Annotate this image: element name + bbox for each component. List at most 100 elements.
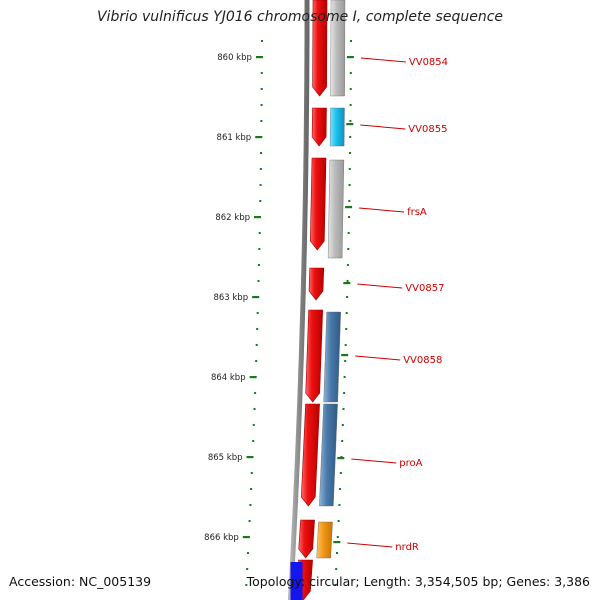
gene-ruler-dot: [339, 488, 342, 490]
cds-arrow: [300, 403, 320, 507]
tick-label: 866 kbp: [204, 533, 239, 543]
ruler-dot: [250, 488, 253, 490]
gene-label: VV0854: [409, 57, 448, 68]
gene-ruler-dot: [348, 216, 350, 218]
ruler-dot: [254, 392, 257, 394]
gene-ruler-dot: [343, 392, 346, 394]
ruler-dot: [259, 184, 262, 186]
gene-ruler-dots: [334, 40, 352, 586]
ruler-dot: [255, 344, 258, 346]
gene-tick: [333, 541, 341, 544]
gene-label: VV0858: [403, 355, 442, 366]
gene-ruler-dot: [341, 424, 344, 426]
ruler-dot: [253, 408, 256, 410]
gene-ruler-dot: [336, 552, 338, 554]
gene-ruler-dot: [350, 40, 352, 42]
cds-arrow: [298, 519, 315, 559]
tick-mark: [255, 56, 263, 59]
gene-ruler-dot: [345, 328, 348, 330]
gene-tick: [345, 206, 353, 209]
gene-block: [330, 0, 346, 97]
chromosome-backbone: [287, 0, 310, 600]
gene-block: [319, 403, 338, 507]
ruler-dot: [260, 152, 262, 154]
tick-label: 860 kbp: [217, 53, 252, 63]
ruler-dot: [247, 552, 249, 554]
gene-block: [323, 311, 341, 403]
tick-label: 863 kbp: [213, 293, 248, 303]
accession-text: Accession: NC_005139: [9, 574, 152, 589]
gene-block: [329, 107, 345, 147]
tick-label: 864 kbp: [211, 373, 246, 383]
label-leaders: [333, 56, 406, 548]
gene-ruler-dot: [349, 136, 352, 138]
summary-text: Topology: circular; Length: 3,354,505 bp…: [246, 574, 590, 589]
cds-arrow: [305, 309, 324, 403]
gene-ruler-dot: [346, 280, 349, 282]
gene-ruler-dot: [344, 360, 347, 362]
label-leader: [355, 355, 401, 361]
tick-label: 861 kbp: [217, 133, 252, 143]
ruler-dot: [260, 120, 263, 122]
ruler-dot: [259, 168, 262, 170]
tick-mark: [242, 536, 250, 539]
label-leader: [360, 124, 406, 130]
gene-ruler-dot: [349, 152, 351, 154]
ruler-dot: [245, 584, 248, 586]
gene-ruler-dot: [336, 536, 339, 538]
gene-label: nrdR: [395, 542, 419, 553]
gene-ruler-dot: [337, 520, 340, 522]
ruler-dot: [257, 280, 260, 282]
gene-label: frsA: [407, 207, 427, 218]
gene-tick: [337, 457, 345, 460]
gene-tick: [346, 123, 354, 126]
gene-ruler-dot: [345, 312, 348, 314]
gene-tick: [346, 56, 354, 59]
label-leader: [347, 542, 393, 548]
gene-ruler-dot: [346, 296, 349, 298]
gene-ruler-dot: [343, 376, 346, 378]
map-title: Vibrio vulnificus YJ016 chromosome I, co…: [96, 9, 504, 25]
ruler-dot: [252, 424, 255, 426]
ruler-dot: [255, 360, 258, 362]
gene-ruler-dot: [349, 72, 352, 74]
gene-ruler-dot: [341, 440, 344, 442]
ruler-dot: [248, 520, 251, 522]
gene-ruler-dot: [347, 232, 350, 234]
label-leader: [351, 458, 397, 464]
gene-block: [316, 521, 333, 559]
gene-block: [327, 159, 345, 259]
cds-arrow: [308, 267, 325, 301]
ruler-dot: [256, 328, 259, 330]
gene-ruler-dot: [349, 104, 352, 106]
major-ticks: 860 kbp 861 kbp 862 kbp 863 kbp 864 kbp 865 k…: [204, 53, 263, 543]
cds-arrow: [312, 0, 328, 97]
gene-label: VV0857: [405, 283, 444, 294]
gene-block-partial: [290, 562, 303, 600]
gene-ruler-dot: [334, 584, 337, 586]
ruler-dot: [260, 104, 263, 106]
ruler-dot: [256, 312, 259, 314]
gene-labels: VV0854 VV0855 frsA VV0857 VV0858 proA nrdR: [395, 57, 448, 553]
ruler-dot: [257, 264, 260, 266]
gene-ruler-dot: [347, 248, 350, 250]
label-leader: [359, 207, 405, 213]
ruler-dot: [249, 504, 252, 506]
ruler-dot: [252, 440, 255, 442]
label-leader: [357, 283, 403, 289]
ruler-dot: [246, 568, 249, 570]
gene-ruler-dot: [349, 88, 352, 90]
cds-arrow: [311, 107, 327, 147]
label-leader: [360, 57, 406, 63]
gene-ruler-dot: [344, 344, 347, 346]
gene-ruler-dot: [338, 504, 341, 506]
gene-ruler-dot: [335, 568, 338, 570]
ruler-dot: [260, 72, 263, 74]
gene-track: [290, 0, 346, 600]
ruler-dots: [245, 40, 263, 586]
gene-ruler-dot: [349, 120, 352, 122]
ruler-dot: [259, 200, 262, 202]
tick-mark: [252, 296, 260, 299]
gene-ruler-dot: [346, 264, 349, 266]
ruler-dot: [258, 232, 261, 234]
